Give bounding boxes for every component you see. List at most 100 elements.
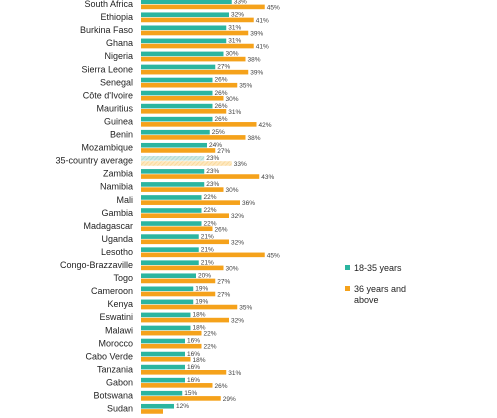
data-label-18-35-senegal: 26% [215, 77, 228, 84]
data-label-36-above-nigeria: 38% [248, 57, 261, 64]
bar-18-35-gambia [141, 208, 202, 213]
bar-18-35-sierra-leone [141, 64, 216, 70]
bar-36-above-c-te-d-ivoire [141, 95, 224, 101]
legend-label-36-above: 36 years and above [354, 284, 409, 305]
data-label-36-above-guinea: 42% [259, 122, 272, 129]
category-label-gabon: Gabon [106, 377, 133, 387]
category-label-zambia: Zambia [103, 169, 133, 179]
category-label-35-country-average: 35-country average [55, 156, 133, 166]
data-label-18-35-mauritius: 26% [215, 103, 228, 110]
data-label-36-above-gabon: 26% [215, 383, 228, 390]
bar-18-35-madagascar [141, 221, 202, 226]
data-label-18-35-cabo-verde: 16% [187, 351, 200, 358]
data-label-18-35-sierra-leone: 27% [217, 64, 230, 71]
data-label-36-above-35-country-average: 33% [234, 161, 247, 168]
data-label-18-35-madagascar: 22% [204, 220, 217, 227]
bar-18-35-congo-brazzaville [141, 260, 199, 265]
data-label-36-above-kenya: 35% [239, 305, 252, 312]
data-label-36-above-burkina-faso: 39% [250, 31, 263, 38]
bar-36-above-senegal [141, 82, 238, 88]
bar-18-35-ghana [141, 38, 227, 44]
data-label-36-above-lesotho: 45% [267, 252, 280, 259]
legend-swatch-18-35 [345, 265, 350, 270]
category-label-nigeria: Nigeria [104, 51, 133, 61]
bar-18-35-malawi [141, 325, 191, 331]
data-label-18-35-south-africa: 33% [234, 0, 247, 5]
category-label-kenya: Kenya [107, 299, 133, 309]
data-label-36-above-togo: 27% [217, 278, 230, 285]
category-label-togo: Togo [113, 273, 133, 283]
data-label-18-35-lesotho: 21% [201, 246, 214, 253]
bar-36-above-gambia [141, 213, 229, 218]
data-label-18-35-eswatini: 18% [193, 312, 206, 319]
data-label-18-35-togo: 20% [198, 272, 211, 279]
bar-36-above-mozambique [141, 148, 216, 153]
data-label-18-35-gabon: 16% [187, 377, 200, 384]
data-label-36-above-mozambique: 27% [217, 148, 230, 155]
data-label-36-above-mali: 36% [242, 200, 255, 207]
bar-36-above-ghana [141, 43, 254, 49]
data-label-18-35-uganda: 21% [201, 233, 214, 240]
category-label-burkina-faso: Burkina Faso [80, 25, 133, 35]
bar-36-above-togo [141, 278, 216, 284]
bar-18-35-botswana [141, 390, 183, 396]
bar-18-35-mozambique [141, 142, 207, 148]
data-label-18-35-mozambique: 24% [209, 142, 222, 149]
category-label-lesotho: Lesotho [101, 247, 133, 257]
data-label-18-35-morocco: 16% [187, 338, 200, 345]
data-label-36-above-uganda: 32% [231, 239, 244, 246]
bar-18-35-mauritius [141, 103, 213, 109]
category-label-madagascar: Madagascar [83, 221, 133, 231]
data-label-18-35-guinea: 26% [215, 116, 228, 123]
category-label-tanzania: Tanzania [97, 364, 133, 374]
data-label-36-above-madagascar: 26% [215, 226, 228, 233]
bar-36-above-namibia [141, 187, 224, 192]
bar-36-above-malawi [141, 330, 202, 336]
bar-18-35-senegal [141, 77, 213, 83]
category-labels: South Africa Ethiopia Burkina Faso Ghana Nig… [55, 0, 133, 414]
bar-36-above-botswana [141, 396, 221, 401]
bar-36-above-ethiopia [141, 17, 254, 23]
category-label-botswana: Botswana [93, 391, 133, 401]
data-label-18-35-ghana: 31% [228, 38, 241, 45]
bar-36-above-congo-brazzaville [141, 265, 224, 271]
data-label-36-above-ethiopia: 41% [256, 17, 269, 24]
data-label-36-above-senegal: 35% [239, 83, 252, 90]
bar-36-above-zambia [141, 174, 260, 179]
bar-18-35-gabon [141, 377, 185, 383]
data-label-36-above-mauritius: 31% [228, 109, 241, 116]
category-label-ethiopia: Ethiopia [100, 12, 133, 22]
data-label-18-35-nigeria: 30% [226, 51, 239, 58]
bar-36-above-morocco [141, 343, 202, 349]
bar-36-above-madagascar [141, 226, 213, 232]
bar-18-35-cabo-verde [141, 351, 185, 357]
data-label-36-above-cameroon: 27% [217, 292, 230, 299]
bar-18-35-mali [141, 195, 202, 200]
bar-36-above-mali [141, 200, 240, 205]
data-label-36-above-sierra-leone: 39% [250, 70, 263, 77]
data-label-18-35-sudan: 12% [176, 403, 189, 410]
bar-36-above-mauritius [141, 109, 227, 114]
legend: 18-35 years 36 years and above [345, 263, 409, 305]
category-label-c-te-d-ivoire: Côte d'Ivoire [83, 90, 133, 100]
category-label-senegal: Senegal [100, 77, 133, 87]
bar-18-35-zambia [141, 169, 205, 174]
bar-36-above-lesotho [141, 252, 265, 258]
data-label-36-above-namibia: 30% [226, 187, 239, 194]
bar-18-35-kenya [141, 299, 194, 305]
data-label-18-35-burkina-faso: 31% [228, 25, 241, 32]
bar-36-above-guinea [141, 122, 257, 127]
data-label-18-35-congo-brazzaville: 21% [201, 259, 214, 266]
category-label-morocco: Morocco [98, 338, 133, 348]
bar-18-35-sudan [141, 403, 174, 409]
category-label-mozambique: Mozambique [81, 143, 133, 153]
bar-36-above-cabo-verde [141, 356, 191, 362]
bar-18-35-ethiopia [141, 12, 229, 18]
category-label-congo-brazzaville: Congo-Brazzaville [60, 260, 133, 270]
data-label-18-35-kenya: 19% [195, 299, 208, 306]
bar-18-35-35-country-average [141, 156, 205, 161]
bar-18-35-namibia [141, 182, 205, 187]
bar-36-above-burkina-faso [141, 30, 249, 36]
data-label-36-above-malawi: 22% [204, 331, 217, 338]
category-label-mali: Mali [116, 195, 133, 205]
